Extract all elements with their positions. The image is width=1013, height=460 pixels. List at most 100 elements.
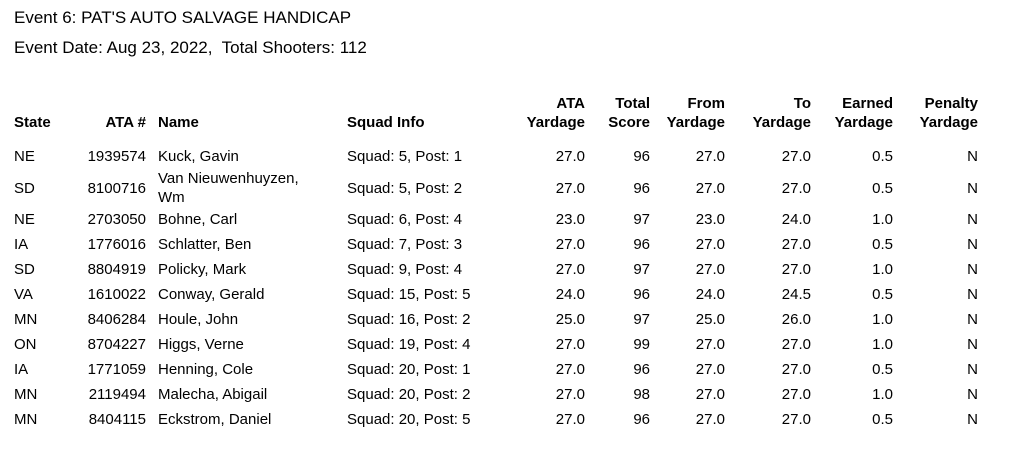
cell-total-score: 98 xyxy=(633,386,650,403)
col-header-state: State xyxy=(14,114,51,131)
cell-to-yardage: 27.0 xyxy=(781,148,811,165)
event-info-line: Event Date: Aug 23, 2022, Total Shooters… xyxy=(14,38,367,57)
cell-to-yardage: 27.0 xyxy=(781,386,811,403)
col-header-ata-number: ATA # xyxy=(105,114,146,131)
cell-penalty-yardage: N xyxy=(967,211,978,228)
cell-ata-number: 8100716 xyxy=(87,179,146,197)
cell-penalty-yardage: N xyxy=(967,361,978,378)
cell-squad-info: Squad: 19, Post: 4 xyxy=(347,336,471,353)
cell-total-score: 96 xyxy=(633,236,650,253)
cell-state: VA xyxy=(14,286,33,303)
cell-earned-yardage: 1.0 xyxy=(872,336,893,353)
cell-penalty-yardage: N xyxy=(967,261,978,278)
cell-ata-number: 1771059 xyxy=(87,361,146,378)
cell-penalty-yardage: N xyxy=(967,148,978,165)
cell-ata-yardage: 27.0 xyxy=(555,261,585,278)
cell-to-yardage: 24.5 xyxy=(781,286,811,303)
cell-squad-info: Squad: 20, Post: 2 xyxy=(347,386,471,403)
cell-total-score: 97 xyxy=(633,261,650,278)
cell-ata-yardage: 27.0 xyxy=(555,361,585,378)
cell-earned-yardage: 0.5 xyxy=(872,236,893,253)
header-row: State ATA # Name Squad Info ATA Yardage Total… xyxy=(14,94,978,144)
cell-earned-yardage: 1.0 xyxy=(872,311,893,328)
cell-ata-number: 8406284 xyxy=(87,311,146,328)
cell-ata-yardage: 24.0 xyxy=(555,286,585,303)
cell-state: IA xyxy=(14,236,29,253)
col-header-from-yardage: From Yardage xyxy=(666,95,725,131)
cell-name: Eckstrom, Daniel xyxy=(158,411,272,428)
cell-total-score: 96 xyxy=(633,148,650,165)
cell-name: Conway, Gerald xyxy=(158,286,265,303)
cell-state: NE xyxy=(14,211,35,228)
cell-to-yardage: 27.0 xyxy=(781,411,811,428)
cell-from-yardage: 27.0 xyxy=(695,336,725,353)
table-row: NE 2703050 Bohne, Carl Squad: 6, Post: 4 23.… xyxy=(14,207,978,232)
results-table: State ATA # Name Squad Info ATA Yardage Total… xyxy=(14,94,978,432)
cell-state: IA xyxy=(14,361,29,378)
cell-name: Schlatter, Ben xyxy=(158,236,252,253)
cell-name: Higgs, Verne xyxy=(158,336,244,353)
table-row: MN 2119494 Malecha, Abigail Squad: 20, Post… xyxy=(14,382,978,407)
table-row: SD 8100716 Van Nieuwenhuyzen, Wm Squad: 5, … xyxy=(14,169,978,207)
cell-total-score: 97 xyxy=(633,211,650,228)
cell-name: Malecha, Abigail xyxy=(158,386,268,403)
cell-ata-yardage: 27.0 xyxy=(555,148,585,165)
cell-name: Bohne, Carl xyxy=(158,211,238,228)
cell-earned-yardage: 0.5 xyxy=(872,411,893,428)
cell-penalty-yardage: N xyxy=(967,179,978,197)
cell-earned-yardage: 0.5 xyxy=(872,179,893,197)
cell-squad-info: Squad: 15, Post: 5 xyxy=(347,286,471,303)
cell-ata-number: 8804919 xyxy=(87,261,146,278)
col-header-name: Name xyxy=(158,114,199,131)
col-header-earned-yardage: Earned Yardage xyxy=(834,95,893,131)
cell-from-yardage: 23.0 xyxy=(695,211,725,228)
cell-ata-number: 1939574 xyxy=(87,148,146,165)
cell-squad-info: Squad: 9, Post: 4 xyxy=(347,261,463,278)
cell-squad-info: Squad: 5, Post: 2 xyxy=(347,179,463,197)
cell-total-score: 99 xyxy=(633,336,650,353)
cell-total-score: 97 xyxy=(633,311,650,328)
cell-penalty-yardage: N xyxy=(967,336,978,353)
cell-total-score: 96 xyxy=(633,179,650,197)
cell-squad-info: Squad: 20, Post: 1 xyxy=(347,361,471,378)
table-row: IA 1771059 Henning, Cole Squad: 20, Post: 1… xyxy=(14,357,978,382)
col-header-total-score: Total Score xyxy=(608,95,650,131)
cell-name: Kuck, Gavin xyxy=(158,148,239,165)
col-header-to-yardage: To Yardage xyxy=(752,95,811,131)
cell-name: Van Nieuwenhuyzen, Wm xyxy=(158,170,299,206)
cell-ata-number: 2119494 xyxy=(88,386,146,403)
col-header-squad-info: Squad Info xyxy=(347,114,425,131)
table-header: State ATA # Name Squad Info ATA Yardage Total… xyxy=(14,94,978,144)
cell-ata-number: 1610022 xyxy=(87,286,146,303)
cell-name: Houle, John xyxy=(158,311,239,328)
cell-from-yardage: 24.0 xyxy=(695,286,725,303)
cell-earned-yardage: 0.5 xyxy=(872,361,893,378)
cell-ata-yardage: 27.0 xyxy=(555,236,585,253)
cell-earned-yardage: 1.0 xyxy=(872,386,893,403)
cell-from-yardage: 27.0 xyxy=(695,148,725,165)
cell-ata-number: 2703050 xyxy=(87,211,146,228)
cell-total-score: 96 xyxy=(633,411,650,428)
cell-to-yardage: 24.0 xyxy=(781,211,811,228)
cell-squad-info: Squad: 7, Post: 3 xyxy=(347,236,463,253)
cell-state: MN xyxy=(14,411,38,428)
cell-penalty-yardage: N xyxy=(967,386,978,403)
event-report-page: Event 6: PAT'S AUTO SALVAGE HANDICAP Eve… xyxy=(14,8,978,432)
cell-penalty-yardage: N xyxy=(967,411,978,428)
cell-squad-info: Squad: 20, Post: 5 xyxy=(347,411,471,428)
cell-ata-yardage: 27.0 xyxy=(555,411,585,428)
cell-state: SD xyxy=(14,261,35,278)
table-row: ON 8704227 Higgs, Verne Squad: 19, Post: 4 2… xyxy=(14,332,978,357)
table-row: SD 8804919 Policky, Mark Squad: 9, Post: 4 2… xyxy=(14,257,978,282)
cell-ata-number: 8404115 xyxy=(88,411,146,428)
col-header-ata-yardage: ATA Yardage xyxy=(526,95,585,131)
cell-from-yardage: 27.0 xyxy=(695,361,725,378)
cell-to-yardage: 27.0 xyxy=(781,361,811,378)
cell-ata-yardage: 25.0 xyxy=(555,311,585,328)
cell-state: MN xyxy=(14,311,38,328)
cell-state: NE xyxy=(14,148,35,165)
cell-state: ON xyxy=(14,336,37,353)
cell-total-score: 96 xyxy=(633,361,650,378)
cell-penalty-yardage: N xyxy=(967,236,978,253)
cell-squad-info: Squad: 5, Post: 1 xyxy=(347,148,463,165)
